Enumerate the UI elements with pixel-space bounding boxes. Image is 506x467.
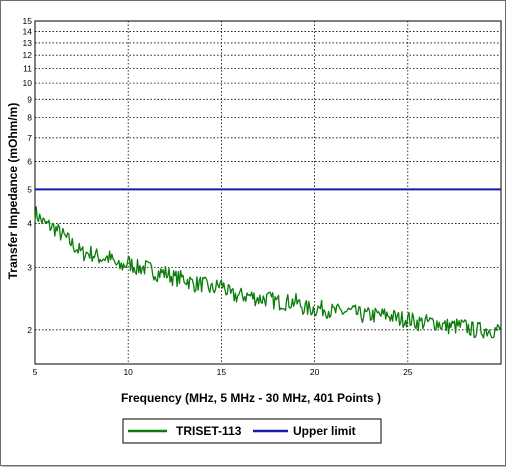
x-tick-label-15: 15 <box>217 367 227 377</box>
legend-label-triset-113: TRISET-113 <box>176 424 242 438</box>
x-tick-label-25: 25 <box>403 367 413 377</box>
x-axis-title: Frequency (MHz, 5 MHz - 30 MHz, 401 Poin… <box>121 391 381 405</box>
y-tick-label-14: 14 <box>23 27 33 37</box>
y-axis-title: Transfer Impedance (mOhm/m) <box>6 103 20 280</box>
x-tick-label-5: 5 <box>33 367 38 377</box>
series-layer <box>34 188 502 339</box>
y-tick-label-15: 15 <box>23 16 33 26</box>
series-line-triset-113 <box>34 206 502 339</box>
y-tick-label-5: 5 <box>27 184 32 194</box>
y-tick-label-13: 13 <box>23 38 33 48</box>
x-tick-label-20: 20 <box>310 367 320 377</box>
y-tick-label-2: 2 <box>27 325 32 335</box>
y-tick-label-4: 4 <box>27 219 32 229</box>
y-tick-label-11: 11 <box>23 64 32 74</box>
y-tick-label-10: 10 <box>23 78 33 88</box>
x-tick-labels: 5 10 15 20 25 <box>33 367 413 377</box>
plot-area <box>34 20 502 365</box>
y-tick-label-12: 12 <box>23 50 33 60</box>
legend-label-upper-limit: Upper limit <box>293 424 356 438</box>
y-tick-label-7: 7 <box>27 133 32 143</box>
y-tick-label-8: 8 <box>27 112 32 122</box>
x-tick-label-10: 10 <box>123 367 133 377</box>
y-tick-label-9: 9 <box>27 94 32 104</box>
y-tick-label-3: 3 <box>27 263 32 273</box>
y-tick-label-6: 6 <box>27 156 32 166</box>
